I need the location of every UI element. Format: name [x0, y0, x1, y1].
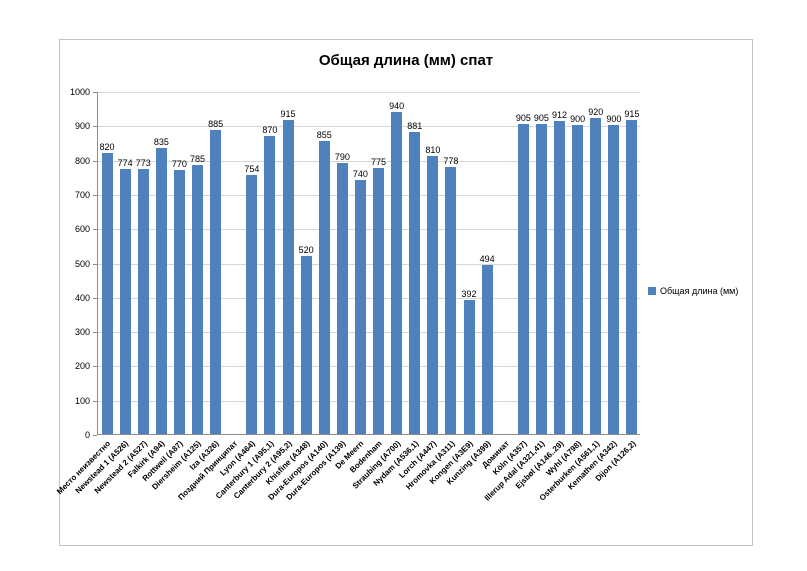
bar-value-label: 820	[99, 141, 115, 152]
y-gridline	[98, 92, 640, 93]
bar	[481, 264, 493, 434]
bar	[101, 152, 113, 434]
plot-area: 820 774 773 835 770 785 885 754 870 915 520 855 790 7…	[93, 92, 640, 436]
legend-marker	[648, 287, 656, 295]
y-axis-tick	[93, 297, 97, 299]
bar-value-label: 773	[135, 157, 151, 168]
bar-value-label: 835	[153, 136, 169, 147]
y-gridline	[98, 229, 640, 231]
y-axis-tick	[93, 435, 97, 436]
bar	[354, 180, 366, 434]
y-axis-label: 100	[74, 395, 90, 406]
y-axis-label: 800	[74, 155, 90, 166]
bar-value-label: 915	[280, 109, 296, 120]
bar	[517, 123, 529, 434]
y-axis-label: 400	[74, 292, 90, 303]
y-axis-tick	[93, 229, 97, 231]
y-gridline	[98, 297, 640, 299]
bar	[155, 147, 167, 434]
y-axis-tick	[93, 92, 97, 93]
bar-value-label: 778	[443, 156, 459, 167]
bar-value-label: 810	[425, 145, 441, 156]
bar	[373, 168, 385, 434]
y-gridline	[98, 126, 640, 128]
bar-value-label: 900	[606, 114, 622, 125]
y-axis-label: 900	[74, 121, 90, 132]
bar-value-label: 900	[570, 114, 586, 125]
bar	[608, 125, 620, 434]
bar	[391, 111, 403, 434]
bar-value-label: 881	[407, 120, 423, 131]
y-axis-tick	[93, 332, 97, 334]
y-axis-label: 600	[74, 224, 90, 235]
bar-value-label: 520	[298, 244, 314, 255]
chart-frame: Общая длина (мм) спат 820 774 773 835 770 785…	[55, 39, 753, 546]
bar	[282, 120, 294, 434]
y-axis-label: 300	[74, 327, 90, 338]
bar	[427, 156, 439, 434]
bar-value-label: 740	[352, 169, 368, 180]
bar	[463, 299, 475, 434]
bar	[626, 120, 638, 434]
y-axis-tick	[93, 263, 97, 265]
bar-value-label: 775	[371, 157, 387, 168]
bar-value-label: 770	[171, 158, 187, 169]
bar	[445, 167, 457, 434]
bar-value-label: 905	[533, 112, 549, 123]
bar-value-label: 790	[334, 152, 350, 163]
y-gridline	[98, 160, 640, 162]
legend-label: Общая длина (мм)	[660, 286, 739, 296]
bar	[264, 135, 276, 434]
y-axis-label: 200	[74, 361, 90, 372]
bar	[300, 255, 312, 434]
y-gridline	[98, 332, 640, 334]
y-gridline	[98, 263, 640, 265]
legend: Общая длина (мм)	[648, 286, 738, 296]
bar-value-label: 912	[552, 110, 568, 121]
bar	[246, 175, 258, 434]
bar	[336, 163, 348, 434]
y-axis-tick	[93, 126, 97, 128]
bar	[590, 118, 602, 434]
bar-value-label: 754	[244, 164, 260, 175]
chart-title: Общая длина (мм) спат	[318, 52, 494, 69]
y-axis-label: 0	[84, 430, 90, 440]
bar-value-label: 905	[515, 112, 531, 123]
bar-value-label: 870	[262, 124, 278, 135]
bar	[173, 169, 185, 434]
bar-value-label: 494	[479, 253, 495, 264]
bar-value-label: 855	[316, 129, 332, 140]
y-gridline	[98, 194, 640, 196]
y-axis-tick	[93, 400, 97, 402]
bar-value-label: 785	[190, 153, 206, 164]
bar	[192, 164, 204, 434]
bar	[318, 140, 330, 434]
y-axis-label: 700	[74, 189, 90, 200]
bar	[409, 131, 421, 434]
bar-value-label: 885	[208, 119, 224, 130]
bar	[554, 121, 566, 434]
bar-value-label: 774	[117, 157, 133, 168]
bar	[535, 123, 547, 434]
bar-value-label: 392	[461, 288, 477, 299]
y-axis-tick	[93, 160, 97, 162]
y-gridline	[98, 366, 640, 368]
y-axis-label: 1000	[69, 87, 90, 97]
y-axis-tick	[93, 366, 97, 368]
bar-value-label: 940	[389, 100, 405, 111]
y-gridline	[98, 400, 640, 402]
bar	[210, 130, 222, 434]
y-axis-tick	[93, 194, 97, 196]
y-axis-label: 500	[74, 258, 90, 269]
bar-value-label: 915	[624, 109, 640, 120]
bar	[119, 168, 131, 434]
bar-value-label: 920	[588, 107, 604, 118]
bar	[572, 125, 584, 434]
bar	[137, 168, 149, 434]
